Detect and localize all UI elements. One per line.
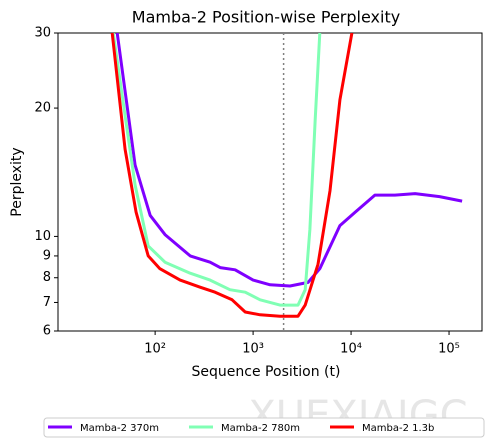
y-tick-label: 7 [43, 295, 51, 310]
legend-label: Mamba-2 780m [221, 423, 300, 434]
y-tick-label: 10 [34, 229, 51, 244]
chart-title: Mamba-2 Position-wise Perplexity [132, 8, 400, 27]
series-line [115, 33, 463, 288]
y-tick-label: 6 [43, 324, 51, 339]
series-line [111, 33, 322, 307]
y-tick-label: 9 [43, 248, 51, 263]
legend-box [43, 417, 485, 438]
legend-label: Mamba-2 370m [80, 423, 159, 434]
y-tick-label: 8 [43, 270, 51, 285]
plot-area [110, 33, 463, 331]
x-tick-label: 10² [144, 342, 166, 357]
y-tick-label: 20 [34, 101, 51, 116]
plot-frame [57, 32, 483, 332]
x-tick-label: 10⁵ [438, 342, 460, 357]
y-axis-label: Perplexity [9, 147, 25, 216]
legend-label: Mamba-2 1.3b [362, 423, 434, 434]
x-tick-label: 10⁴ [340, 342, 362, 357]
y-tick-label: 30 [34, 26, 51, 41]
x-axis-label: Sequence Position (t) [192, 364, 341, 380]
x-tick-label: 10³ [242, 342, 264, 357]
series-line [110, 33, 354, 318]
